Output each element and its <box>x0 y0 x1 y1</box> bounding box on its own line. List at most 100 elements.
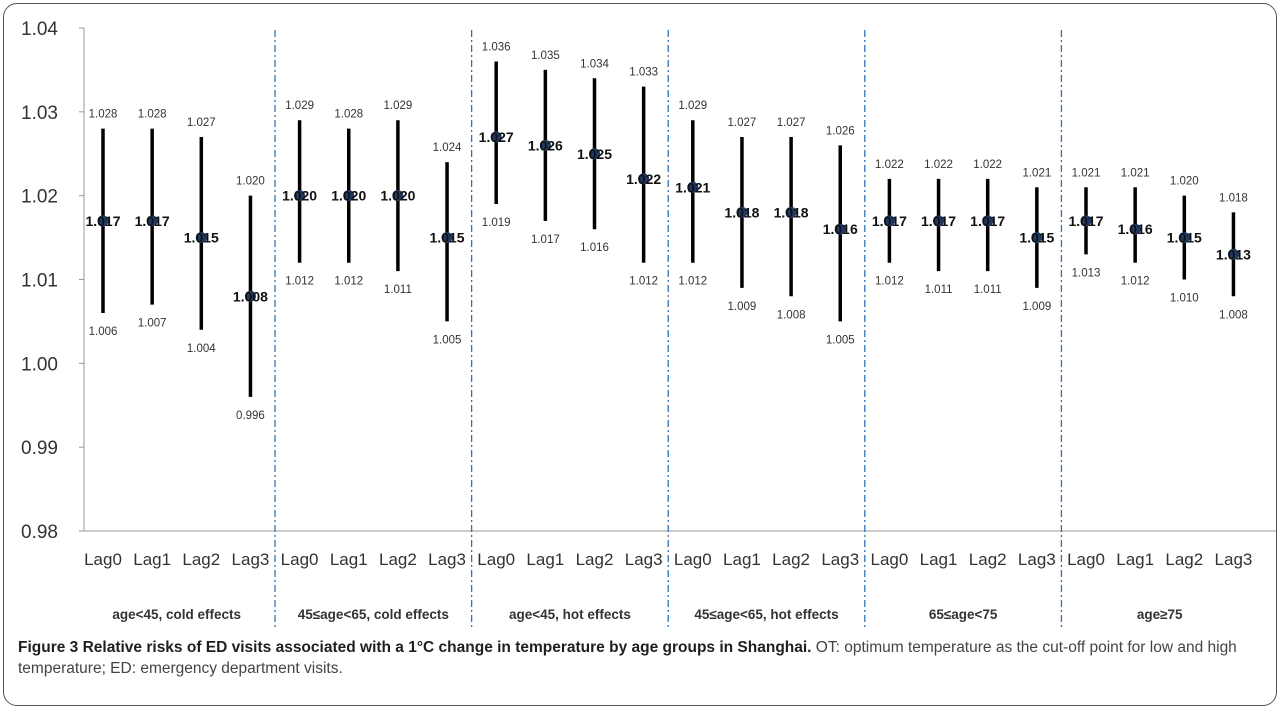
upper-ci-label: 1.029 <box>285 100 314 112</box>
caption-title: Figure 3 Relative risks of ED visits ass… <box>18 639 812 656</box>
rr-label: 1.016 <box>823 221 858 237</box>
lower-ci-label: 0.996 <box>236 410 265 422</box>
lower-ci-label: 1.016 <box>580 242 609 254</box>
rr-label: 1.017 <box>921 213 956 229</box>
lag-tick-label: Lag0 <box>281 550 319 569</box>
rr-point <box>1178 232 1190 244</box>
upper-ci-label: 1.034 <box>580 58 609 70</box>
upper-ci-label: 1.035 <box>531 50 560 62</box>
rr-point <box>97 215 109 227</box>
y-tick-label: 1.04 <box>21 19 58 40</box>
x-axis: Lag0 Lag1 Lag2 Lag3 Lag0 Lag1 Lag2 Lag3 Lag0 Lag1… <box>84 530 1276 569</box>
rr-label: 1.015 <box>1167 230 1202 246</box>
y-tick-label: 1.02 <box>21 187 58 208</box>
rr-label: 1.027 <box>479 129 514 145</box>
group-label: 45≤age<65, hot effects <box>694 607 838 622</box>
rr-point <box>589 148 600 160</box>
figure-caption: Figure 3 Relative risks of ED visits ass… <box>18 637 1268 679</box>
rr-label: 1.025 <box>577 146 612 162</box>
upper-ci-label: 1.026 <box>826 125 855 137</box>
upper-ci-label: 1.024 <box>433 142 462 154</box>
value-labels: 1.028 1.006 1.017 1.028 1.007 1.017 1.027 1.004… <box>85 42 1251 422</box>
rr-point <box>244 290 256 302</box>
rr-label: 1.017 <box>85 213 120 229</box>
rr-point <box>638 173 650 185</box>
lower-ci-label: 1.012 <box>285 276 314 288</box>
lag-tick-label: Lag1 <box>330 550 368 569</box>
upper-ci-label: 1.027 <box>187 117 216 129</box>
lower-ci-label: 1.008 <box>1219 309 1248 321</box>
rr-label: 1.008 <box>233 288 268 304</box>
upper-ci-label: 1.022 <box>924 159 953 171</box>
rr-point <box>294 190 306 202</box>
rr-label: 1.016 <box>1118 221 1153 237</box>
lag-tick-label: Lag3 <box>821 550 859 569</box>
rr-label: 1.015 <box>430 230 465 246</box>
lower-ci-label: 1.011 <box>925 284 953 296</box>
rr-point <box>982 215 994 227</box>
lower-ci-label: 1.012 <box>875 276 904 288</box>
lag-tick-label: Lag1 <box>723 550 761 569</box>
upper-ci-label: 1.036 <box>482 42 511 54</box>
rr-point <box>1129 223 1141 235</box>
rr-label: 1.020 <box>331 188 366 204</box>
caption-text: OT: optimum temperature as the cut-off p… <box>18 639 1237 677</box>
rr-point <box>441 232 453 244</box>
upper-ci-label: 1.033 <box>629 67 658 79</box>
upper-ci-label: 1.020 <box>1170 176 1199 188</box>
lower-ci-label: 1.017 <box>531 234 560 246</box>
lower-ci-label: 1.009 <box>728 301 757 313</box>
lower-ci-label: 1.004 <box>187 343 216 355</box>
lower-ci-label: 1.011 <box>974 284 1002 296</box>
rr-point <box>933 215 945 227</box>
error-bars <box>97 61 1239 397</box>
rr-label: 1.021 <box>675 179 710 195</box>
rr-point <box>343 190 355 202</box>
rr-label: 1.020 <box>380 188 415 204</box>
group-label: age<45, cold effects <box>112 607 241 622</box>
relative-risk-chart: 0.980.991.001.011.021.031.04 Lag0 Lag1 Lag… <box>21 19 1276 630</box>
lag-tick-label: Lag2 <box>379 550 417 569</box>
rr-point <box>490 131 502 143</box>
y-tick-label: 0.99 <box>21 438 58 459</box>
rr-point <box>883 215 895 227</box>
rr-point <box>834 223 846 235</box>
y-tick-label: 0.98 <box>21 522 58 543</box>
lower-ci-label: 1.012 <box>629 276 658 288</box>
upper-ci-label: 1.027 <box>728 117 757 129</box>
y-tick-label: 1.00 <box>21 354 58 375</box>
lower-ci-label: 1.007 <box>138 318 167 330</box>
lag-tick-label: Lag3 <box>625 550 663 569</box>
lag-tick-label: Lag0 <box>1067 550 1105 569</box>
lower-ci-label: 1.010 <box>1170 293 1199 305</box>
rr-point <box>736 206 748 218</box>
lag-tick-label: Lag2 <box>772 550 810 569</box>
lower-ci-label: 1.006 <box>89 326 118 338</box>
upper-ci-label: 1.022 <box>875 159 904 171</box>
rr-label: 1.018 <box>724 204 759 220</box>
group-label: age<45, hot effects <box>509 607 631 622</box>
upper-ci-label: 1.022 <box>973 159 1002 171</box>
rr-label: 1.017 <box>135 213 170 229</box>
rr-label: 1.017 <box>872 213 907 229</box>
lag-tick-label: Lag3 <box>1215 550 1253 569</box>
group-label: 45≤age<65, cold effects <box>298 607 449 622</box>
rr-label: 1.015 <box>1019 230 1054 246</box>
upper-ci-label: 1.027 <box>777 117 806 129</box>
group-label: age≥75 <box>1137 607 1183 622</box>
group-labels: age<45, cold effects 45≤age<65, cold effe… <box>112 607 1183 622</box>
lag-tick-label: Lag2 <box>969 550 1007 569</box>
rr-label: 1.017 <box>970 213 1005 229</box>
rr-point <box>146 215 158 227</box>
upper-ci-label: 1.029 <box>678 100 707 112</box>
upper-ci-label: 1.021 <box>1121 167 1150 179</box>
upper-ci-label: 1.028 <box>138 109 167 121</box>
lag-tick-label: Lag0 <box>674 550 712 569</box>
lower-ci-label: 1.005 <box>433 334 462 346</box>
lag-tick-label: Lag1 <box>526 550 564 569</box>
y-tick-label: 1.03 <box>21 103 58 124</box>
lag-tick-label: Lag3 <box>428 550 466 569</box>
rr-point <box>195 232 207 244</box>
lag-tick-label: Lag1 <box>133 550 171 569</box>
rr-point <box>1080 215 1092 227</box>
